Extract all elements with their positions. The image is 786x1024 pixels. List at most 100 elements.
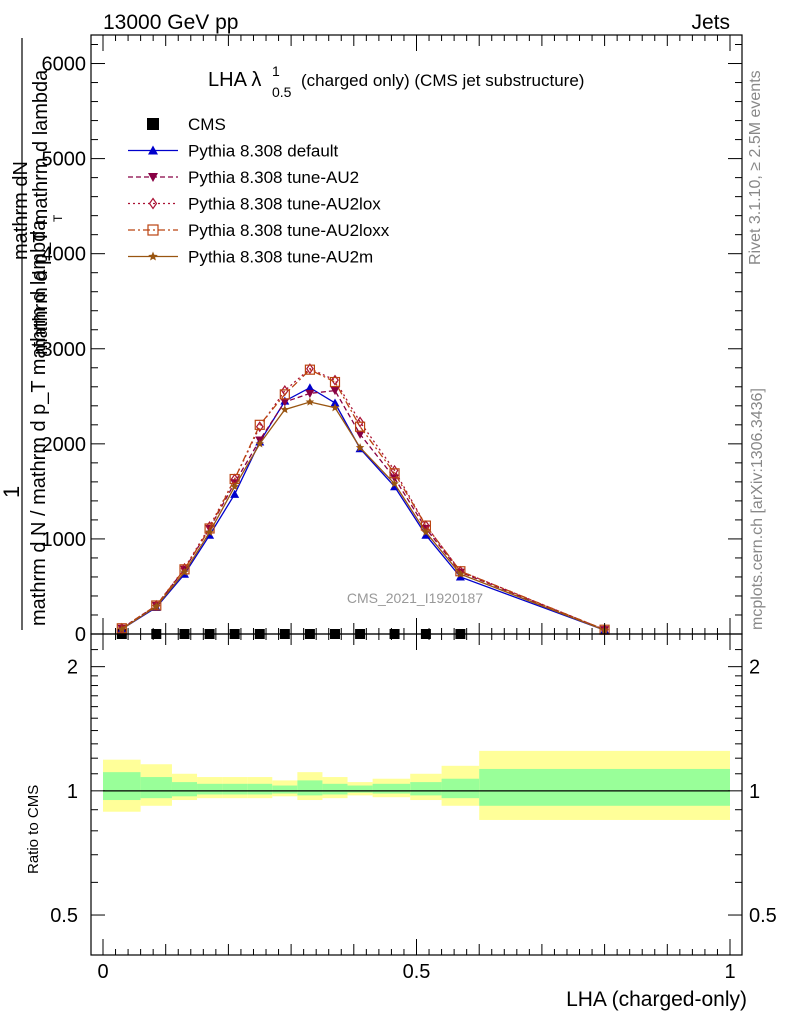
title-subscript: 0.5 [272,84,292,100]
y-tick-label: 4000 [42,244,87,266]
legend-label: CMS [188,115,226,134]
title-main: LHA λ [208,69,261,91]
x-tick-label: 1 [724,961,735,983]
ratio-band-inner [441,778,480,799]
energy-label: 13000 GeV pp [103,11,238,34]
series-point [152,601,161,611]
plot-title: LHA λ 1 0.5 (charged only) (CMS jet subs… [208,63,584,100]
ratio-band-inner [479,768,730,806]
ratio-band-inner [347,785,373,793]
series-point [230,482,239,491]
series-point [255,421,264,433]
title-rest: (charged only) (CMS jet substructure) [301,71,584,90]
series-point [116,623,127,634]
legend-marker [147,118,159,130]
y-tick-label: 3000 [42,339,87,361]
series-point [279,389,290,400]
ratio-ylabel: Ratio to CMS [25,785,42,874]
series-point [330,403,340,412]
legend-item: Pythia 8.308 default [128,142,339,161]
ratio-y-tick-label-right: 2 [749,657,760,679]
ratio-band-inner [140,777,172,799]
y-tick-label: 1000 [42,529,87,551]
mcplots-label: mcplots.cern.ch [arXiv:1306.3436] [749,388,766,630]
series-point [280,405,290,414]
series-line [121,401,605,631]
legend-item: Pythia 8.308 tune-AU2loxx [128,221,390,240]
ylabel-subscript-t: T [51,214,65,222]
series-point [390,479,399,488]
legend-marker [148,251,158,261]
legend: CMS Pythia 8.308 default Pythia 8.308 tune… [128,115,390,267]
ratio-band-inner [197,783,223,795]
legend-item: Pythia 8.308 tune-AU2m [128,248,373,267]
legend-label: Pythia 8.308 tune-AU2 [188,168,359,187]
series-point [456,569,465,578]
ratio-band-inner [322,783,348,795]
series-point [230,489,240,498]
legend-marker [148,145,158,155]
series-point [180,567,189,576]
main-panel: 0 1000 2000 3000 4000 5000 6000 [42,34,743,646]
ratio-y-tick-label: 2 [67,657,78,679]
legend-label: Pythia 8.308 default [188,142,339,161]
series-point [356,416,364,428]
y-tick-label: 2000 [42,434,87,456]
x-tick-label: 0.5 [403,961,431,983]
x-axis-label: LHA (charged-only) [566,988,747,1011]
ratio-band-inner [297,780,323,796]
series-point [355,430,365,439]
ratio-y-tick-label-right: 1 [749,781,760,803]
series-point [305,383,315,392]
series-point [330,386,340,396]
ylabel-denominator: mathrm d N / mathrm d p_T mathrm d lambd… [28,219,50,626]
series-line [121,368,605,631]
legend-item: CMS [147,115,226,134]
series-point [117,624,127,633]
series-point [305,397,315,406]
series-point [151,600,162,611]
y-tick-label: 6000 [42,54,87,76]
series-point [329,376,341,388]
ratio-y-tick-label: 1 [67,781,78,803]
legend-marker [148,197,158,210]
series-point [355,443,365,452]
series-point [421,530,431,539]
series-point [331,374,339,386]
series-point [255,439,264,448]
ratio-band-inner [222,783,248,795]
series-point [389,468,400,479]
ratio-panel: 0 0.5 1 0.5 0.5 1 1 2 2 [50,633,777,983]
series-point [254,419,265,430]
ylabel-numerator2: mathrm d p_T mathrm d lambda [30,69,52,355]
ratio-band-inner [410,782,442,796]
series-point [280,398,290,407]
analysis-watermark: CMS_2021_I1920187 [347,590,483,606]
ratio-band-inner [372,783,411,794]
ylabel-numerator: mathrm dN [10,161,32,260]
series-point [306,363,314,375]
series-point [421,527,431,536]
x-tick-label: 0 [97,961,108,983]
ratio-band-inner [272,785,298,794]
legend-item: Pythia 8.308 tune-AU2lox [128,195,381,214]
y-tick-label: 0 [75,624,86,646]
ratio-band-inner [171,782,198,797]
series-point [354,421,366,432]
series-line [121,389,605,631]
series-point [205,527,214,536]
ylabel-one: 1 [0,486,24,498]
series-point [304,364,316,375]
rivet-version-label: Rivet 3.1.10, ≥ 2.5M events [747,70,764,265]
process-label: Jets [691,11,730,34]
legend-label: Pythia 8.308 tune-AU2loxx [188,221,390,240]
ratio-band-inner [247,783,273,795]
ratio-y-tick-label: 0.5 [50,905,78,927]
y-tick-label: 5000 [42,149,87,171]
legend-item: Pythia 8.308 tune-AU2 [128,168,359,187]
legend-label: Pythia 8.308 tune-AU2lox [188,195,381,214]
y-axis-label: mathrm dN mathrm d p_T mathrm d lambda T… [0,38,65,630]
series-point [305,389,315,398]
legend-label: Pythia 8.308 tune-AU2m [188,248,373,267]
